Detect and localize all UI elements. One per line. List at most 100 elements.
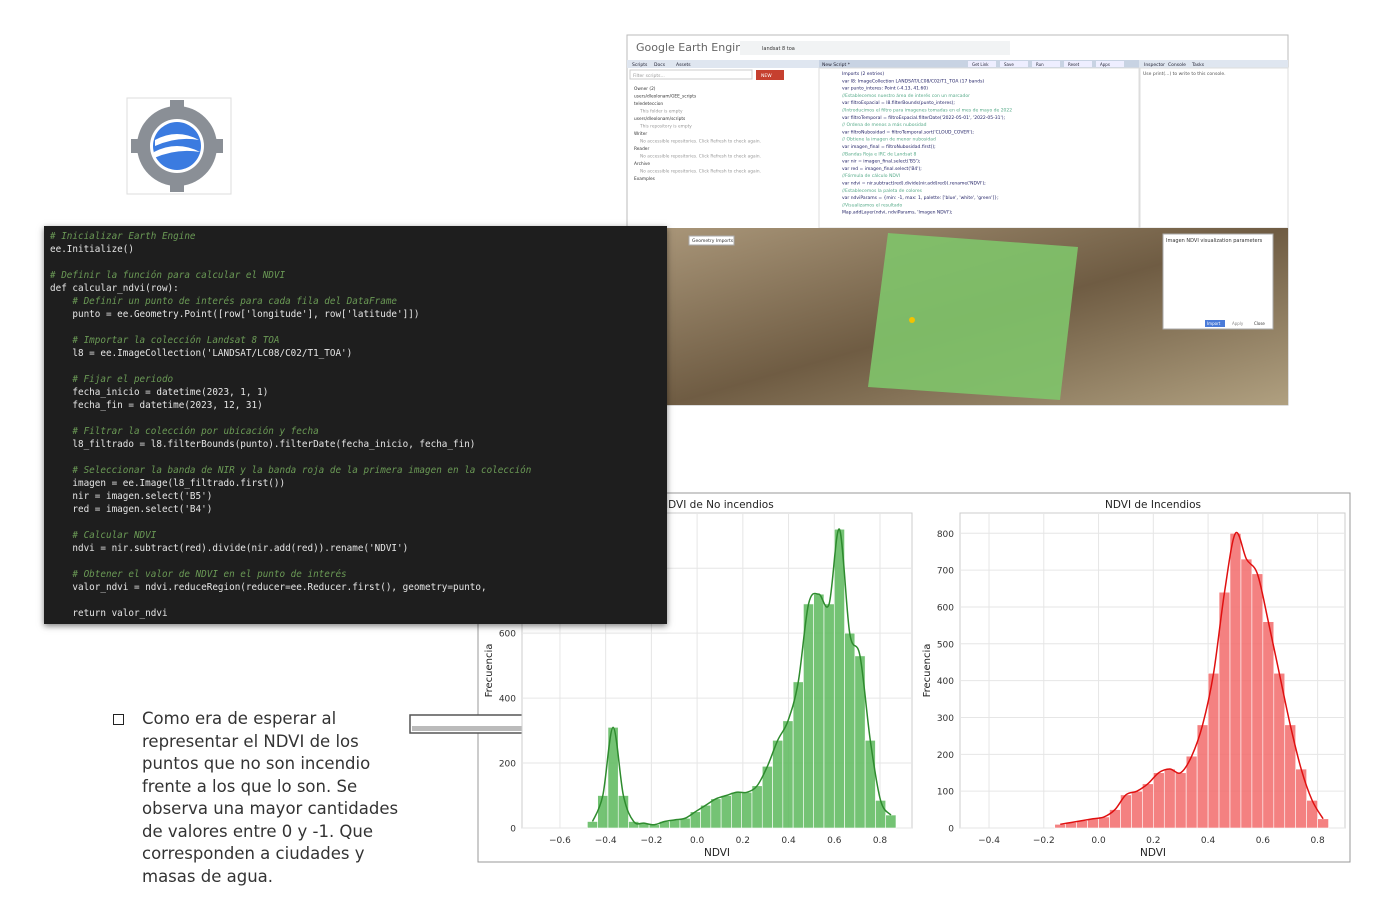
editor-button (968, 61, 996, 67)
editor-line: var ndvi = nir.subtract(red).divide(nir.… (842, 181, 986, 187)
tree-item: No accessible repositories. Click Refres… (640, 169, 761, 175)
new-button[interactable]: NEW (761, 73, 772, 79)
vis-close[interactable]: Close (1254, 321, 1265, 326)
x-axis-label: NDVI (1140, 847, 1166, 859)
filter[interactable]: Filter scripts... (633, 73, 665, 79)
code-line: nir = imagen.select('B5') (50, 491, 213, 502)
bar (875, 800, 887, 829)
bar (864, 740, 876, 829)
editor-button-label[interactable]: Reset (1068, 62, 1080, 67)
tree-item: users/dleolonam/scripts (634, 116, 686, 122)
code-line: # Calcular NDVI (50, 530, 157, 541)
blank-line (50, 360, 661, 373)
y-tick-label: 500 (937, 640, 954, 650)
editor-line: //Fórmula de cálculo NDVI (842, 172, 900, 179)
bar (1317, 818, 1329, 829)
editor-button-label[interactable]: Get Link (972, 62, 989, 67)
x-tick-label: −0.2 (1033, 836, 1055, 846)
vis-title: Imagen NDVI visualization parameters (1166, 238, 1263, 244)
bar (1218, 591, 1231, 829)
editor-button (1096, 61, 1124, 67)
bar (1306, 800, 1318, 829)
editor-line: //Introducimos el filtro para imagenes t… (842, 108, 1012, 114)
search: landsat 8 toa (762, 46, 795, 52)
editor-line: //Visualizamos el resultado (842, 202, 903, 208)
right-tab[interactable]: Tasks (1191, 62, 1205, 68)
console-text: Use print(...) to write to this console. (1143, 71, 1226, 77)
editor-button (1032, 61, 1060, 67)
editor-line: //Establecemos la paleta de colores (842, 188, 923, 194)
code-line: fecha_fin = datetime(2023, 12, 31) (50, 400, 263, 411)
x-tick-label: 0.6 (1256, 836, 1271, 846)
code-line: ee.Initialize() (50, 244, 134, 255)
editor-button-label[interactable]: Apps (1100, 62, 1110, 67)
bar (1273, 672, 1286, 829)
bar (1185, 755, 1198, 829)
code-line: # Definir un punto de interés para cada … (50, 296, 398, 307)
vis-apply[interactable]: Apply (1232, 321, 1244, 326)
vis-import[interactable]: Import (1207, 321, 1221, 326)
bar (782, 720, 794, 829)
editor-line: Map.addLayer(ndvi, ndviParams, 'Imagen N… (842, 210, 953, 216)
bar (741, 791, 753, 829)
editor-line: var filtroTemporal = filtroEspacial.filt… (842, 115, 1005, 121)
x-tick-label: 0.2 (1146, 836, 1160, 846)
blank-line (50, 256, 661, 269)
editor-line: var red = imagen_final.select('B4'); (842, 166, 922, 172)
gee-screenshot: Google Earth Engine landsat 8 toa Geomet… (626, 34, 1289, 406)
left-tab[interactable]: Scripts (632, 62, 648, 68)
tree-item: Reader (634, 146, 649, 152)
bar (813, 593, 825, 829)
bar (731, 791, 742, 829)
bar (1131, 790, 1143, 829)
y-tick-label: 200 (937, 751, 954, 761)
tree-item: Archive (634, 161, 650, 167)
bar (792, 681, 804, 829)
right-tab[interactable]: Inspector (1144, 62, 1165, 68)
bar (1240, 558, 1253, 829)
editor-button-label[interactable]: Save (1004, 62, 1014, 67)
bar (1196, 724, 1209, 829)
bar (587, 821, 598, 829)
blank-line (50, 594, 661, 607)
right-tab[interactable]: Console (1168, 62, 1186, 68)
tree-item: No accessible repositories. Click Refres… (640, 139, 761, 145)
y-tick-label: 0 (510, 825, 516, 835)
tree-item: No accessible repositories. Click Refres… (640, 154, 761, 160)
bar (1163, 768, 1176, 829)
y-tick-label: 300 (937, 714, 954, 724)
bar (1295, 768, 1307, 829)
bar (1054, 824, 1066, 829)
x-tick-label: 0.4 (781, 836, 796, 846)
chart-title: NDVI de No incendios (660, 499, 773, 511)
bar (597, 795, 609, 829)
tree-item: This folder is empty (639, 109, 683, 115)
code-line: ndvi = nir.subtract(red).divide(nir.add(… (50, 543, 409, 554)
left-tab[interactable]: Assets (676, 62, 691, 68)
editor-line: var filtroEspacial = l8.filterBounds(pun… (842, 100, 955, 106)
blank-line (50, 321, 661, 334)
left-tab[interactable]: Docs (654, 62, 666, 68)
x-tick-label: −0.2 (640, 836, 662, 846)
x-tick-label: 0.2 (736, 836, 750, 846)
tree-item: teledeteccion (634, 101, 663, 107)
blank-line (50, 451, 661, 464)
x-tick-label: 0.8 (873, 836, 888, 846)
editor-button (1064, 61, 1092, 67)
editor-button-label[interactable]: Run (1036, 62, 1044, 67)
editor-line: // Ordena de menos a más nubosidad (842, 121, 927, 128)
x-tick-label: 0.4 (1201, 836, 1216, 846)
editor-button (1000, 61, 1028, 67)
code-line: imagen = ee.Image(l8_filtrado.first()) (50, 478, 286, 489)
y-tick-label: 800 (937, 530, 954, 540)
code-line: l8 = ee.ImageCollection('LANDSAT/LC08/C0… (50, 348, 353, 359)
code-line: # Seleccionar la banda de NIR y la banda… (50, 465, 532, 476)
editor-line: Imports (2 entries) (842, 71, 884, 77)
bar (823, 603, 835, 829)
gee-logo: Google Earth Engine (636, 41, 749, 54)
tree-item: This repository is empty (639, 124, 692, 130)
y-axis-label: Frecuencia (484, 644, 495, 698)
x-tick-label: −0.4 (978, 836, 1000, 846)
map-button[interactable]: Geometry Imports (692, 238, 734, 244)
code-line: l8_filtrado = l8.filterBounds(punto).fil… (50, 439, 476, 450)
